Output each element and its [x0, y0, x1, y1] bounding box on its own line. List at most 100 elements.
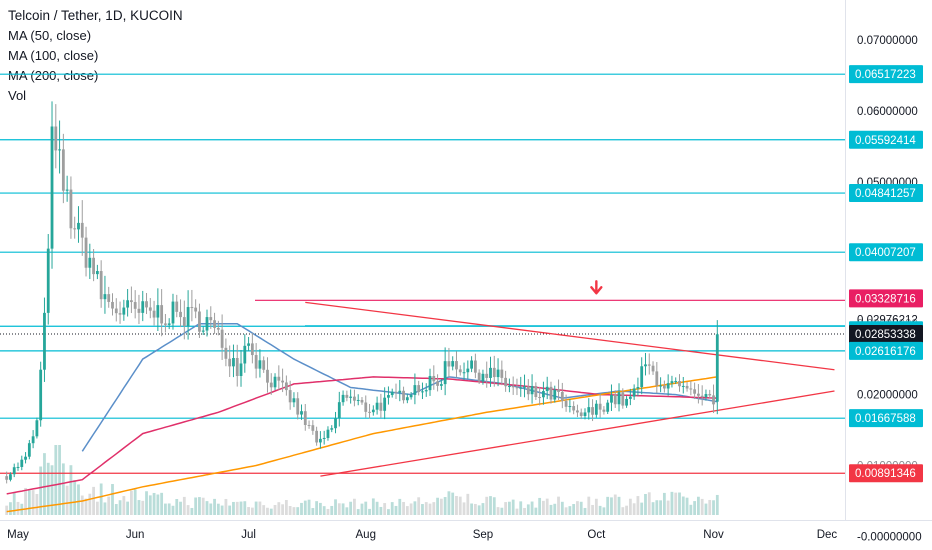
- candle: [54, 104, 58, 169]
- volume-legend[interactable]: Vol: [8, 88, 27, 103]
- candle: [383, 387, 387, 420]
- time-axis[interactable]: May Jun Jul Aug Sep Oct Nov Dec: [0, 520, 932, 542]
- volume-bar: [277, 502, 281, 515]
- volume-bar: [92, 486, 95, 515]
- volume-bar: [190, 507, 194, 515]
- ma200-legend[interactable]: MA (200, close): [8, 68, 99, 83]
- candle-body: [175, 301, 179, 312]
- price-tag: 0.04841257: [849, 184, 923, 203]
- volume-bar: [182, 496, 186, 515]
- candle: [538, 386, 542, 406]
- ma100-legend[interactable]: MA (100, close): [8, 48, 99, 63]
- volume-bars: [5, 445, 719, 515]
- candle: [371, 405, 375, 416]
- price-tag-bg: [849, 184, 923, 203]
- candle-body: [644, 364, 647, 367]
- volume-bar: [421, 504, 424, 515]
- candle: [644, 352, 647, 376]
- volume-bar: [621, 507, 625, 515]
- candle-body: [77, 222, 80, 230]
- volume-bar: [417, 497, 421, 515]
- volume-bar: [235, 501, 239, 515]
- candle-body: [500, 369, 504, 378]
- symbol-title[interactable]: Telcoin / Tether, 1D, KUCOIN: [8, 8, 183, 23]
- candle-body: [508, 386, 511, 388]
- volume-bar: [16, 501, 20, 515]
- volume-bar: [647, 492, 651, 515]
- candle: [470, 356, 473, 373]
- candle: [175, 294, 179, 318]
- volume-bar: [587, 496, 591, 515]
- candle: [5, 471, 9, 484]
- candle-body: [190, 307, 194, 309]
- candle-body: [704, 394, 708, 398]
- volume-bar: [402, 501, 405, 515]
- candle: [447, 347, 451, 378]
- candle: [583, 408, 587, 420]
- candle-body: [700, 395, 704, 398]
- candle: [20, 455, 24, 471]
- ma50-legend[interactable]: MA (50, close): [8, 28, 92, 43]
- volume-bar: [148, 495, 152, 515]
- candle-body: [534, 386, 538, 398]
- candle-body: [379, 402, 383, 411]
- candle: [485, 361, 489, 388]
- candle-body: [232, 358, 235, 367]
- candle-body: [477, 372, 481, 382]
- volume-bar: [118, 500, 122, 515]
- candle: [387, 386, 390, 405]
- candle: [674, 377, 678, 385]
- volume-bar: [107, 496, 111, 515]
- price-axis[interactable]: 0.070000000.060000000.050000000.02000000…: [845, 0, 924, 543]
- candle-body: [409, 394, 413, 398]
- candle: [398, 380, 402, 402]
- candle: [232, 344, 235, 378]
- candle: [190, 289, 194, 322]
- candle-body: [345, 394, 349, 398]
- volume-bar: [307, 499, 311, 515]
- candle-body: [564, 400, 568, 407]
- candle-body: [141, 301, 145, 313]
- candle-body: [455, 361, 458, 370]
- candle-body: [678, 380, 681, 387]
- time-tick-label: Nov: [703, 529, 724, 541]
- candle: [201, 326, 205, 336]
- candle-body: [353, 396, 356, 401]
- candle-body: [65, 189, 69, 191]
- candle-body: [171, 301, 175, 324]
- volume-bar: [319, 502, 322, 515]
- candle: [235, 344, 239, 387]
- volume-bar: [296, 507, 300, 515]
- candle-body: [46, 248, 50, 313]
- volume-bar: [515, 508, 519, 515]
- candle: [542, 381, 545, 405]
- candle-body: [628, 396, 632, 399]
- candle: [247, 336, 250, 351]
- candle-body: [9, 474, 12, 480]
- candle: [515, 378, 519, 396]
- candle: [254, 343, 258, 379]
- candle-body: [99, 271, 103, 300]
- candle: [602, 406, 606, 415]
- volume-bar: [659, 500, 662, 515]
- candle-body: [504, 377, 508, 387]
- candle: [284, 375, 288, 396]
- candle-body: [576, 410, 579, 413]
- candle-body: [24, 456, 27, 460]
- candle: [534, 382, 538, 400]
- volume-bar: [708, 499, 712, 515]
- volume-bar: [284, 499, 288, 515]
- candle: [148, 298, 152, 319]
- volume-bar: [602, 507, 606, 515]
- volume-bar: [568, 506, 572, 515]
- candle: [545, 376, 549, 400]
- candle-body: [659, 385, 662, 387]
- candle-body: [697, 393, 700, 396]
- candle: [12, 463, 16, 478]
- candle: [118, 301, 122, 324]
- candle-body: [613, 394, 617, 405]
- candle: [417, 380, 421, 396]
- candle: [269, 373, 273, 395]
- candle: [511, 376, 515, 395]
